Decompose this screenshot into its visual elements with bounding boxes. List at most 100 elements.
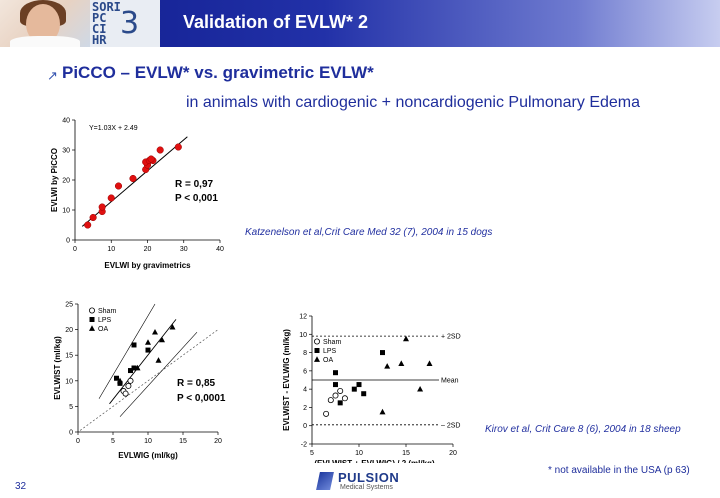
legend-label: LPS [98, 317, 112, 324]
x-tick-label: 0 [76, 438, 80, 445]
y-tick-label: 30 [62, 148, 70, 155]
data-point-oa [426, 360, 433, 366]
stat-p: P < 0,0001 [177, 393, 226, 404]
legend-label: Sham [98, 308, 116, 315]
data-point-lps [333, 382, 338, 388]
page-number: 32 [15, 481, 27, 492]
stat-r: R = 0,97 [175, 179, 214, 190]
brand-name: PULSION [338, 470, 400, 485]
legend-marker [89, 317, 95, 322]
pulsion-logo: PULSION Medical Systems [316, 468, 408, 494]
data-point-lps [117, 380, 123, 386]
data-point-oa [134, 364, 141, 371]
data-point-oa [152, 328, 158, 335]
x-tick-label: 40 [216, 246, 224, 253]
y-tick-label: 20 [62, 178, 70, 185]
reference-label: Mean [441, 378, 459, 385]
data-point-sham [327, 397, 334, 404]
x-tick-label: 30 [180, 246, 188, 253]
stat-r: R = 0,85 [177, 378, 216, 389]
x-tick-label: 0 [73, 246, 77, 253]
data-point-oa [159, 336, 165, 343]
regression-line [109, 319, 177, 405]
data-point-sham [337, 387, 344, 394]
data-point [98, 203, 106, 211]
regression-equation: Y=1.03X + 2.49 [89, 125, 138, 132]
y-tick-label: 2 [303, 405, 307, 412]
data-point-sham [323, 410, 330, 417]
legend-label: OA [98, 326, 108, 333]
data-point [156, 146, 164, 154]
legend-marker [314, 356, 320, 362]
data-point-oa [384, 363, 391, 369]
confidence-lower [119, 331, 198, 417]
y-tick-label: 0 [66, 238, 70, 245]
confidence-upper [98, 303, 156, 399]
x-tick-label: 10 [144, 438, 152, 445]
x-tick-label: 5 [111, 438, 115, 445]
data-point-sham [125, 382, 132, 389]
data-point-lps [380, 350, 385, 356]
slide-heading: PiCCO – EVLW* vs. gravimetric EVLW* [62, 63, 374, 82]
data-point-lps [131, 342, 137, 348]
legend-label: Sham [323, 339, 341, 346]
y-tick-label: 25 [65, 302, 73, 309]
data-point-oa [379, 408, 386, 415]
x-tick-label: 5 [310, 450, 314, 457]
legend-label: LPS [323, 348, 337, 355]
data-point [174, 143, 182, 151]
data-point [147, 155, 155, 163]
y-tick-label: 40 [62, 118, 70, 125]
logo-text: SORI PC CI HR [92, 0, 121, 47]
pulsion-mark-icon [316, 472, 334, 490]
y-tick-label: 20 [65, 327, 73, 334]
reference-label: + 2SD [441, 334, 461, 341]
doctor-photo [0, 0, 90, 47]
data-point [89, 213, 97, 222]
y-tick-label: 5 [69, 404, 73, 411]
y-tick-label: 15 [65, 353, 73, 360]
data-point [114, 182, 123, 190]
y-tick-label: 8 [303, 350, 307, 357]
data-point-lps [114, 375, 119, 381]
data-point-oa [155, 357, 162, 363]
data-point-sham [122, 390, 129, 397]
slide-subheading: in animals with cardiogenic + noncardiog… [186, 94, 641, 111]
y-tick-label: 6 [303, 368, 307, 375]
data-point [107, 194, 115, 202]
data-point-oa [117, 377, 123, 384]
identity-line [79, 329, 219, 431]
legend-marker [89, 307, 96, 314]
y-tick-label: 4 [303, 387, 307, 394]
citation-katzenelson: Katzenelson et al,Crit Care Med 32 (7), … [245, 227, 493, 238]
chart-bland-altman: 5 10 15 20 -2 0 2 4 6 8 10 12 + 2SD Mean – 2SD Sham LPS O… [282, 314, 461, 464]
y-tick-label: 10 [299, 332, 307, 339]
x-axis-label: EVLWIG (ml/kg) [118, 451, 178, 460]
chart-evlwist-vs-evlwig: 0 5 10 15 20 0 5 10 15 20 25 Sham LPS OA EVLWIG (ml/kg… [53, 302, 226, 461]
y-axis-label: EVLWIST (ml/kg) [53, 336, 62, 400]
data-point-lps [337, 400, 343, 406]
x-tick-label: 10 [107, 246, 115, 253]
x-axis-label: EVLWI by gravimetrics [104, 261, 191, 270]
legend-marker [314, 348, 320, 353]
y-tick-label: 10 [65, 378, 73, 385]
x-tick-label: 20 [144, 246, 152, 253]
data-point-lps [145, 347, 151, 353]
y-tick-label: 10 [62, 208, 70, 215]
legend-label: OA [323, 357, 333, 364]
data-point [84, 221, 92, 229]
footnote: * not available in the USA (p 63) [548, 465, 690, 476]
data-point-lps [351, 386, 357, 392]
y-tick-label: 12 [299, 314, 307, 321]
citation-kirov: Kirov et al, Crit Care 8 (6), 2004 in 18… [485, 424, 681, 435]
legend-marker [89, 325, 95, 331]
data-point-lps [361, 391, 367, 397]
data-point-lps [128, 368, 133, 374]
x-tick-label: 20 [449, 450, 457, 457]
chart-picco-vs-gravimetric: 0 10 20 30 40 0 10 20 30 40 Y=1.03X + 2.49 EVLWI by… [50, 118, 224, 271]
data-point-oa [169, 323, 176, 330]
slide-title: Validation of EVLW* 2 [183, 12, 369, 32]
data-point [129, 174, 137, 183]
brand-tagline: Medical Systems [340, 484, 393, 491]
data-point-lps [131, 365, 137, 371]
